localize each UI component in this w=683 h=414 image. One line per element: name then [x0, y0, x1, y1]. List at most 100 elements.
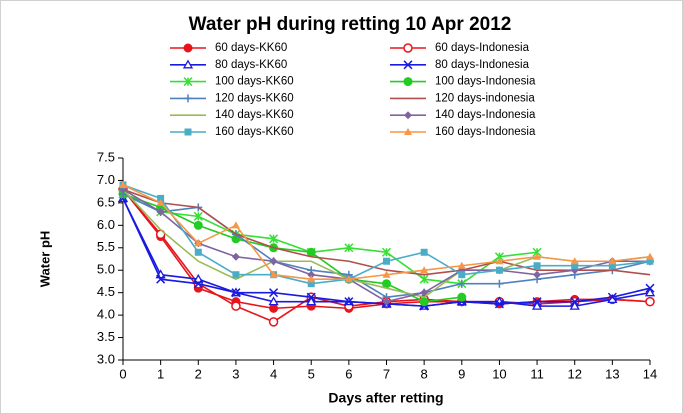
marker [382, 270, 391, 278]
x-tick-label: 13 [605, 366, 619, 381]
marker [307, 270, 316, 279]
marker [269, 288, 279, 298]
legend-item: 80 days-KK60 [170, 59, 287, 71]
x-tick-label: 7 [383, 366, 390, 381]
x-tick-label: 14 [643, 366, 657, 381]
y-tick-label: 5.0 [97, 262, 115, 277]
legend-item: 140 days-Indonesia [390, 109, 536, 121]
marker [404, 128, 412, 135]
marker [156, 198, 165, 206]
marker [344, 243, 354, 253]
marker [457, 261, 466, 269]
series [119, 181, 654, 288]
marker [231, 301, 241, 311]
marker [494, 299, 504, 309]
legend-item: 160 days-KK60 [170, 126, 294, 138]
legend-label: 60 days-KK60 [215, 42, 287, 54]
marker [193, 279, 203, 289]
marker [119, 180, 127, 188]
y-tick-label: 4.5 [97, 284, 115, 299]
legend-item: 80 days-Indonesia [390, 59, 530, 71]
marker [495, 266, 503, 274]
x-tick-label: 4 [270, 366, 277, 381]
legend-item: 160 days-Indonesia [390, 126, 536, 138]
marker [184, 94, 192, 103]
marker [307, 275, 316, 283]
marker [420, 288, 429, 297]
marker [403, 60, 413, 70]
marker [306, 292, 316, 302]
marker [531, 300, 543, 310]
x-tick-label: 5 [308, 366, 315, 381]
legend-item: 100 days-KK60 [170, 76, 294, 88]
y-tick-label: 6.0 [97, 217, 115, 232]
marker [231, 288, 241, 298]
x-tick-label: 12 [567, 366, 581, 381]
marker [183, 43, 193, 53]
legend-item: 120 days-KK60 [170, 92, 294, 104]
marker [404, 111, 412, 120]
marker [184, 128, 192, 136]
x-tick-label: 3 [232, 366, 239, 381]
series-line [122, 188, 651, 276]
legend-item: 120 days-indonesia [390, 92, 535, 104]
series [122, 188, 651, 276]
marker [381, 247, 392, 257]
marker [344, 297, 354, 307]
marker [382, 279, 391, 289]
marker [420, 266, 429, 274]
x-tick-label: 0 [119, 366, 126, 381]
legend-label: 140 days-KK60 [215, 109, 294, 121]
legend-label: 60 days-Indonesia [435, 42, 530, 54]
y-axis-title: Water pH [37, 231, 52, 288]
x-tick-label: 1 [157, 366, 164, 381]
marker [182, 59, 194, 69]
marker [458, 271, 466, 279]
y-tick-label: 7.5 [97, 149, 115, 164]
marker [193, 273, 204, 283]
marker [420, 248, 428, 256]
marker [344, 275, 353, 283]
x-tick-label: 6 [345, 366, 352, 381]
marker [231, 252, 240, 261]
marker [232, 271, 240, 279]
marker [193, 211, 203, 221]
marker [382, 297, 391, 306]
legend-item: 100 days-Indonesia [390, 76, 536, 88]
marker [156, 207, 165, 216]
y-tick-label: 5.5 [97, 239, 115, 254]
legend-item: 60 days-KK60 [170, 42, 287, 54]
marker [419, 297, 429, 307]
x-tick-label: 9 [458, 366, 465, 381]
marker [569, 300, 580, 310]
series-line [122, 193, 538, 285]
marker [608, 257, 617, 265]
series [119, 180, 654, 283]
marker [495, 279, 504, 288]
marker [231, 221, 240, 229]
legend-item: 140 days-KK60 [170, 109, 294, 121]
marker [644, 287, 656, 297]
x-tick-label: 2 [195, 366, 202, 381]
chart-title: Water pH during retting 10 Apr 2012 [189, 14, 512, 35]
y-tick-label: 3.5 [97, 329, 115, 344]
marker [533, 262, 541, 270]
x-tick-label: 10 [492, 366, 506, 381]
marker [645, 283, 655, 293]
marker [269, 234, 279, 244]
legend-label: 80 days-KK60 [215, 59, 287, 71]
legend-label: 120 days-KK60 [215, 92, 294, 104]
marker [269, 303, 279, 313]
marker [157, 194, 165, 202]
marker [646, 252, 654, 260]
marker [533, 270, 542, 279]
marker [268, 317, 279, 327]
marker [570, 257, 579, 265]
legend-label: 160 days-Indonesia [435, 126, 536, 138]
y-tick-label: 7.0 [97, 172, 115, 187]
marker [645, 296, 655, 307]
x-tick-label: 11 [530, 366, 544, 381]
